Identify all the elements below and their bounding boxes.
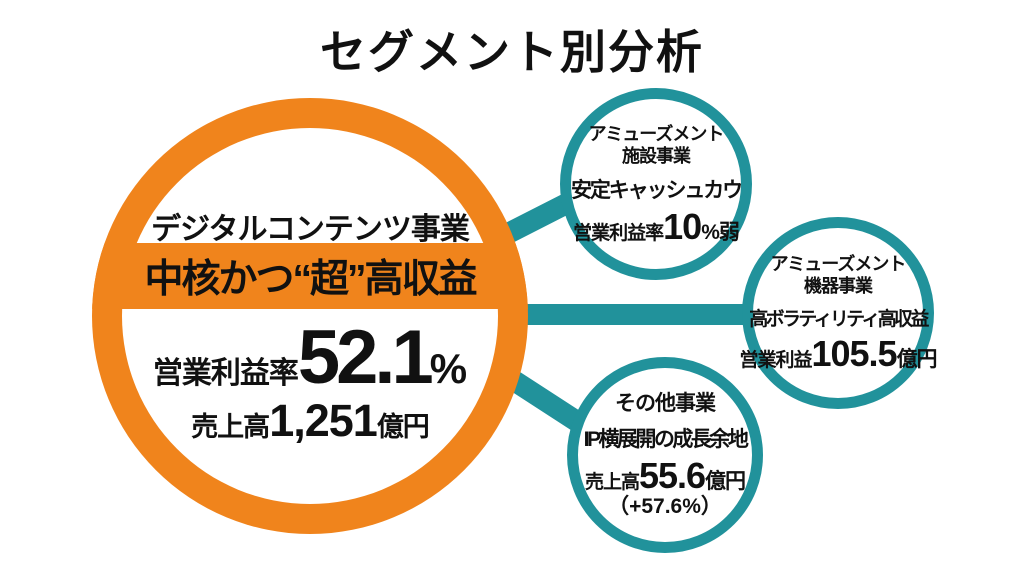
segment-metric-label: 営業利益率 xyxy=(573,222,664,244)
segment-name: アミューズメント 施設事業 xyxy=(588,123,725,167)
segment-tagline: 安定キャッシュカウ xyxy=(570,178,743,202)
page-title: セグメント別分析 xyxy=(320,26,704,78)
segment-circle-other: その他事業 IP横展開の成長余地 売上高55.6億円 （+57.6%） xyxy=(567,357,763,553)
segment-metric-note: （+57.6%） xyxy=(608,494,722,518)
revenue-label: 売上高 xyxy=(191,412,270,442)
profit-margin-unit: % xyxy=(429,345,468,392)
segment-name-line2: 機器事業 xyxy=(804,276,873,297)
segment-tagline: IP横展開の成長余地 xyxy=(583,428,749,452)
segment-tagline: 高ボラティリティ高収益 xyxy=(749,309,929,331)
main-segment-highlight-text: 中核かつ“超”高収益 xyxy=(144,258,477,301)
segment-metric-value: 10 xyxy=(663,205,702,247)
main-segment-revenue: 売上高1,251億円 xyxy=(92,398,528,443)
revenue-unit: 億円 xyxy=(376,412,430,442)
segment-metric-label: 売上高 xyxy=(584,472,640,494)
connector-to-machine-segment xyxy=(505,304,761,325)
main-segment-circle-inner xyxy=(122,128,498,504)
segment-name: その他事業 xyxy=(615,392,716,416)
segment-circle-amusement-machine: アミューズメント 機器事業 高ボラティリティ高収益 営業利益105.5億円 xyxy=(739,217,938,409)
segment-metric-unit: 億円 xyxy=(705,470,746,494)
main-segment-name: デジタルコンテンツ事業 xyxy=(151,213,470,246)
main-segment-profit-margin: 営業利益率52.1% xyxy=(92,320,528,396)
segment-name: アミューズメント 機器事業 xyxy=(770,253,907,297)
segment-metric-unit: %弱 xyxy=(701,220,740,244)
segment-metric-unit: 億円 xyxy=(896,348,938,372)
segment-metric-value: 55.6 xyxy=(638,455,706,497)
segment-metric: 営業利益105.5億円 xyxy=(739,333,938,375)
segment-circle-amusement-facility: アミューズメント 施設事業 安定キャッシュカウ 営業利益率10%弱 xyxy=(560,88,752,280)
profit-margin-value: 52.1 xyxy=(297,315,434,400)
segment-name-line1: アミューズメント xyxy=(588,123,725,144)
segment-metric-label: 営業利益 xyxy=(739,350,812,372)
segment-metric-value: 105.5 xyxy=(811,333,897,375)
profit-margin-label: 営業利益率 xyxy=(152,357,299,390)
segment-name-line2: 施設事業 xyxy=(622,145,691,166)
segment-metric: 売上高55.6億円 xyxy=(584,455,746,497)
segment-name-line1: その他事業 xyxy=(615,392,716,416)
segment-metric: 営業利益率10%弱 xyxy=(573,205,740,247)
main-segment-highlight-band: 中核かつ“超”高収益 xyxy=(92,243,528,309)
main-segment-circle: デジタルコンテンツ事業 中核かつ“超”高収益 営業利益率52.1% 売上高1,2… xyxy=(92,98,528,534)
revenue-value: 1,251 xyxy=(269,395,378,446)
segment-name-line1: アミューズメント xyxy=(770,254,907,275)
